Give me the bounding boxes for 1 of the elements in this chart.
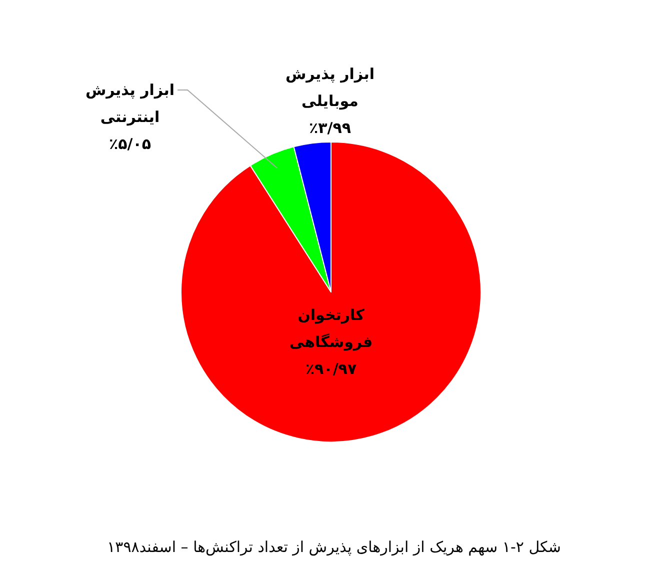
title: شکل ۲-۱ سهم هریک از ابزارهای پذیرش از تعداد تراکنش‌ها – اسفند۱۳۹۸ [107,538,561,556]
